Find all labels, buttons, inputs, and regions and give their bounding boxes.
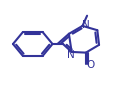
Text: N: N	[82, 20, 90, 30]
Text: O: O	[86, 60, 95, 70]
Text: N: N	[67, 50, 75, 60]
